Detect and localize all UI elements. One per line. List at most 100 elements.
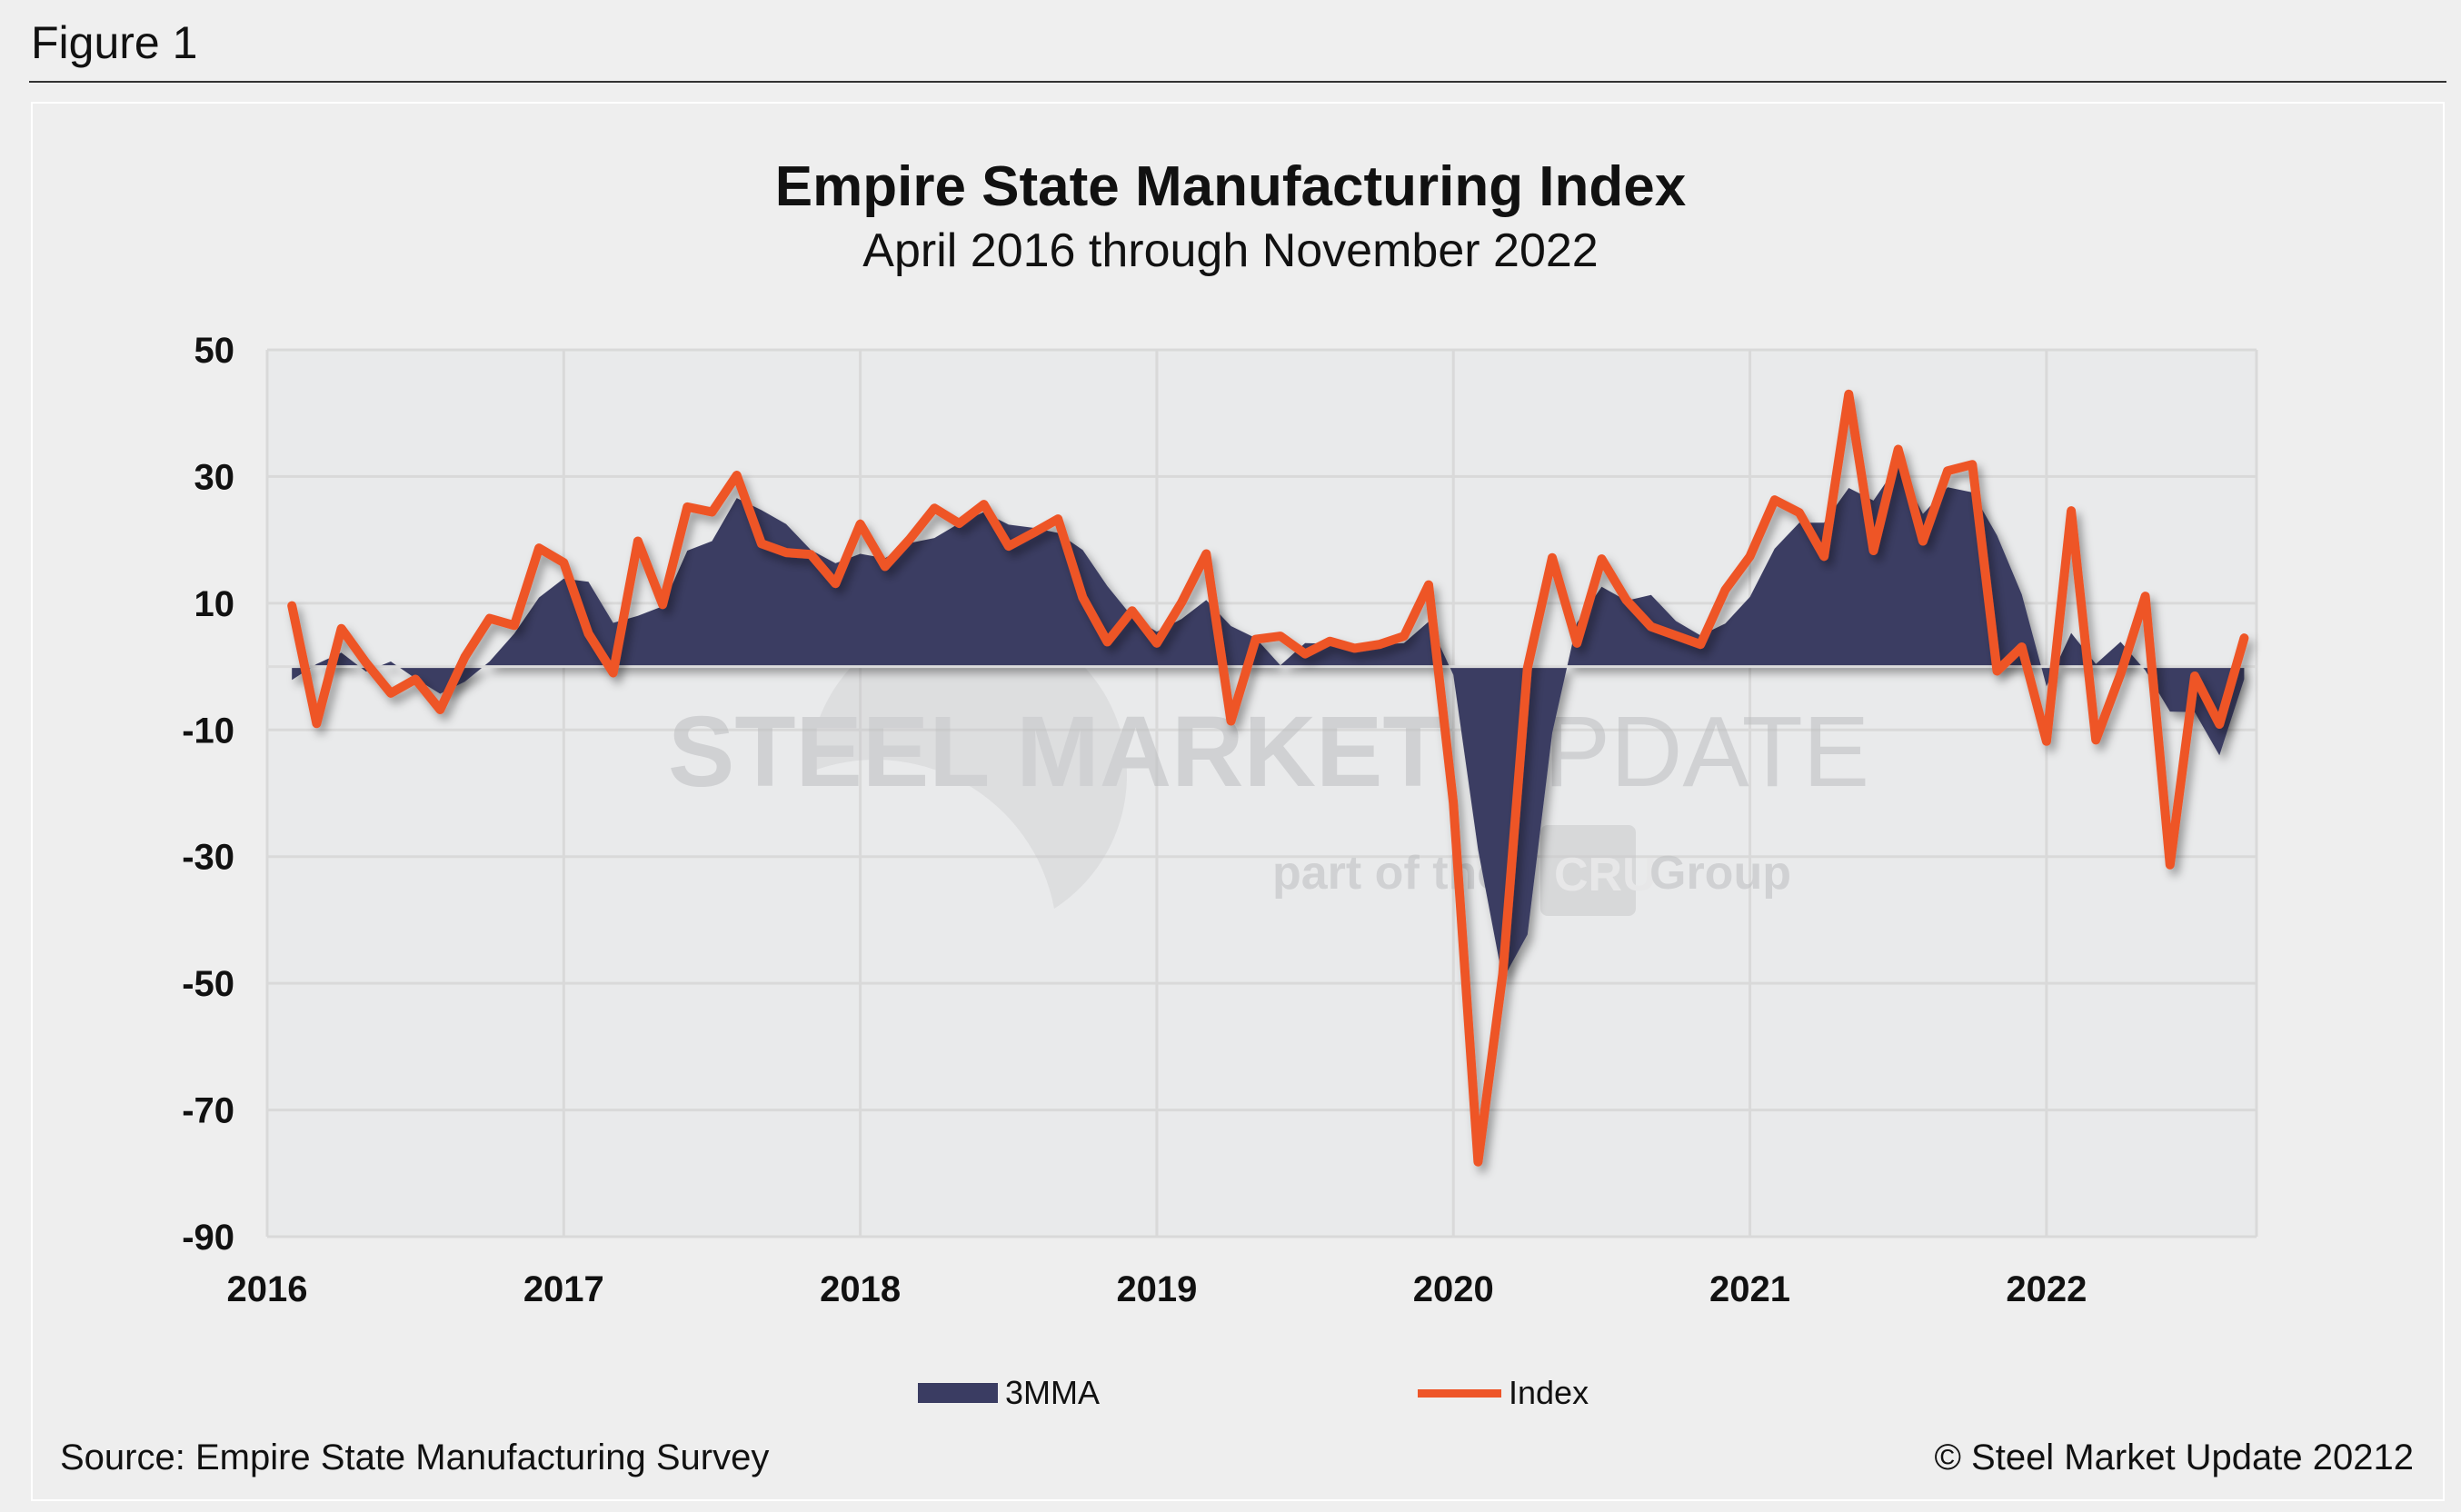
legend-3mma: 3MMA [918,1374,1100,1412]
index-point [1971,463,1974,466]
legend-label: Index [1509,1374,1589,1411]
index-point [1848,393,1850,395]
index-point [1279,635,1281,638]
x-tick-label: 2018 [820,1269,901,1309]
index-point [834,582,837,585]
legend-swatch-area [918,1383,998,1403]
index-point [1007,545,1010,548]
x-tick-label: 2016 [227,1269,308,1309]
index-point [414,678,417,681]
index-point [2045,740,2048,742]
index-point [1155,642,1158,644]
series-3mma-area [292,464,2245,980]
index-point [785,552,788,554]
index-point [2218,723,2221,726]
index-point [488,617,491,620]
index-point [1625,599,1628,602]
index-point [1921,540,1924,542]
index-point [1181,602,1183,604]
index-point [1329,640,1331,642]
y-tick-label: -10 [182,711,234,751]
index-point [2168,863,2171,866]
index-point [1996,670,1998,672]
index-point [1254,638,1257,641]
y-tick-label: 30 [194,457,235,497]
index-point [612,671,614,674]
index-point [291,604,294,607]
figure-rule [29,81,2446,83]
index-point [1823,555,1826,558]
y-tick-label: -50 [182,964,234,1004]
x-tick-labels: 2016 2017 2018 2019 2020 2021 2022 [227,1269,2087,1309]
index-point [883,565,886,568]
x-tick-label: 2022 [2006,1269,2087,1309]
y-tick-labels: 50 30 10 -10 -30 -50 -70 -90 [182,331,234,1258]
index-point [1699,643,1702,646]
index-point [1551,556,1554,559]
legend-swatch-line [1418,1388,1501,1398]
index-point [1402,635,1405,638]
index-point [1106,641,1109,643]
index-point [2194,675,2197,678]
index-point [760,542,762,545]
svg-text:part of the: part of the [1272,847,1503,900]
chart-title: Empire State Manufacturing Index [774,155,1687,218]
index-point [340,627,343,630]
index-point [1897,448,1899,451]
index-point [2243,637,2246,640]
index-point [389,691,392,694]
index-point [1773,499,1776,502]
x-tick-label: 2021 [1709,1269,1790,1309]
index-point [538,547,541,550]
x-tick-label: 2019 [1116,1269,1197,1309]
index-point [315,722,318,725]
index-point [1205,552,1208,555]
x-tick-label: 2020 [1413,1269,1494,1309]
plot-area [267,350,2257,1237]
index-point [1031,532,1034,534]
index-point [933,507,936,510]
copyright-note: © Steel Market Update 20212 [1934,1437,2414,1477]
index-point [463,656,466,659]
svg-text:Group: Group [1649,847,1791,900]
series-index-line [287,389,2249,1167]
index-point [1304,652,1307,655]
index-points [291,393,2246,1163]
index-point [909,538,912,541]
index-point [1674,634,1677,637]
index-point [1947,470,1949,472]
index-point [1576,642,1579,644]
x-tick-label: 2017 [523,1269,604,1309]
index-point [2095,739,2097,741]
index-point [2070,510,2073,512]
chart-subtitle: April 2016 through November 2022 [862,224,1599,277]
index-point [1501,972,1504,975]
index-point [1526,666,1529,669]
watermark-text: STEEL MARKET UPDATE [668,696,1869,808]
index-point [1600,558,1603,561]
y-tick-label: 50 [194,331,235,371]
index-point [1081,596,1084,599]
index-point [958,522,961,525]
source-note: Source: Empire State Manufacturing Surve… [60,1437,770,1477]
index-point [1131,610,1133,612]
index-point [859,522,862,525]
y-tick-label: -90 [182,1218,234,1258]
index-point [810,553,812,556]
index-point [1378,643,1380,646]
index-point [1353,647,1356,650]
index-point [2144,595,2147,598]
legend-index: Index [1418,1374,1589,1412]
index-point [439,708,442,711]
index-point [735,474,738,477]
index-point [563,562,565,564]
index-point [1872,549,1875,552]
index-point [1724,589,1727,592]
index-point [1649,625,1652,628]
index-point [1057,518,1060,521]
index-point [662,603,664,606]
index-point [1798,512,1800,514]
y-tick-label: 10 [194,584,235,624]
index-point [1452,801,1455,804]
